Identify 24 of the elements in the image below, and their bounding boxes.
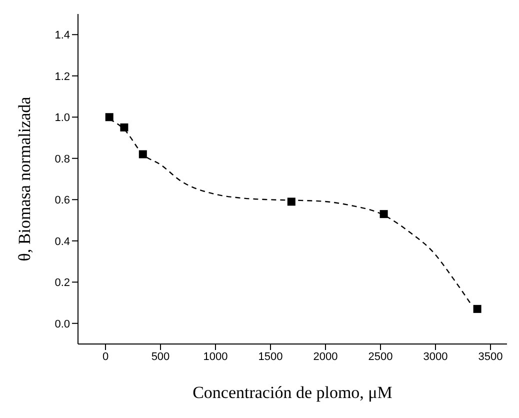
y-tick-label: 0.8 (54, 153, 70, 166)
point (105, 113, 114, 122)
point (287, 198, 296, 206)
x-axis-title: Concentración de plomo, μM (192, 383, 392, 402)
y-tick-label: 1.2 (54, 70, 70, 83)
x-tick-label: 1000 (203, 350, 228, 363)
point (380, 210, 388, 218)
x-tick-label: 2500 (368, 350, 393, 363)
x-tick-label: 500 (151, 350, 170, 363)
point (120, 123, 128, 132)
y-tick-label: 0.4 (54, 236, 70, 248)
x-tick-label: 3000 (423, 350, 448, 363)
y-axis-title: θ, Biomasa normalizada (15, 96, 34, 262)
y-tick-label: 1.4 (54, 30, 70, 42)
point (473, 304, 482, 313)
y-tick-label: 0.0 (54, 318, 70, 330)
point (138, 150, 147, 158)
y-tick-label: 1.0 (54, 112, 70, 124)
x-tick-label: 3500 (478, 350, 503, 363)
x-tick-label: 2000 (313, 350, 338, 363)
x-tick-label: 0 (102, 350, 109, 363)
x-tick-label: 1500 (258, 350, 283, 363)
y-tick-label: 0.6 (54, 194, 70, 207)
y-tick-label: 0.2 (54, 277, 70, 290)
